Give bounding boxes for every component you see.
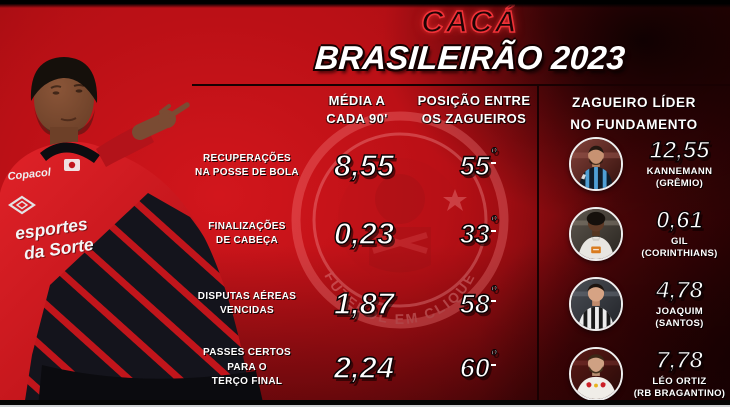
bottom-frame-bar — [0, 400, 730, 407]
stat-position-value: 58º — [420, 282, 536, 320]
player-photo: Copacol esportes da Sorte — [0, 57, 264, 407]
stat-label-line: DE CABEÇA — [215, 235, 279, 246]
leader-card-kannemann: 12,55 KANNEMANN (GRÊMIO) — [538, 136, 730, 192]
leader-name: KANNEMANN — [646, 166, 713, 177]
horizontal-divider — [192, 84, 730, 86]
leaders-panel-header: ZAGUEIRO LÍDER NO FUNDAMENTO — [543, 92, 725, 135]
stat-position-value: 55º — [420, 144, 536, 182]
column-header-media-line2: CADA 90' — [326, 110, 388, 126]
ordinal-suffix: º — [490, 346, 497, 366]
page-subtitle: BRASILEIRÃO 2023 — [313, 38, 627, 76]
leader-card-joaquim: 4,78 JOAQUIM (SANTOS) — [538, 276, 730, 332]
stat-position-number: 60 — [459, 352, 490, 383]
page-title: CACÁ — [420, 4, 519, 39]
stat-media-value: 8,55 — [333, 147, 395, 183]
stat-position-value: 33º — [420, 212, 536, 250]
leader-name: GIL — [670, 236, 689, 247]
leader-name: LÉO ORTIZ — [652, 376, 707, 387]
stats-row-passes: PASSES CERTOS PARA O TERÇO FINAL 2,24 60… — [186, 336, 536, 400]
leader-value: 7,78 — [655, 347, 703, 374]
stat-media-value: 0,23 — [333, 215, 395, 251]
leader-value: 4,78 — [655, 277, 703, 304]
kannemann-portrait — [569, 137, 623, 191]
column-header-position: POSIÇÃO ENTRE OS ZAGUEIROS — [410, 92, 538, 127]
stat-label: DISPUTAS AÉREAS VENCIDAS — [186, 290, 308, 319]
title-block: CACÁ BRASILEIRÃO 2023 — [210, 4, 730, 76]
vertical-divider — [537, 85, 539, 402]
leader-club: (GRÊMIO) — [655, 178, 704, 189]
copacol-sponsor-text: Copacol — [7, 166, 52, 183]
top-frame-bar — [0, 0, 730, 8]
leader-value: 0,61 — [655, 207, 703, 234]
stat-label: PASSES CERTOS PARA O TERÇO FINAL — [186, 346, 308, 390]
futebol-em-clique-watermark: FUTEBOL EM CLIQUE — [291, 111, 509, 329]
watermark-star-icon — [443, 189, 467, 211]
stat-label-line: NA POSSE DE BOLA — [195, 167, 299, 178]
leader-club: (RB BRAGANTINO) — [633, 388, 726, 399]
stat-label-line: PARA O — [227, 361, 267, 373]
player-shorts — [38, 365, 264, 407]
stat-label-line: RECUPERAÇÕES — [202, 152, 292, 164]
stat-media-value: 2,24 — [333, 349, 395, 385]
column-header-position-line1: POSIÇÃO ENTRE — [417, 93, 531, 108]
stat-label-line: FINALIZAÇÕES — [208, 220, 286, 232]
stat-position-number: 55 — [459, 150, 490, 181]
stat-position-value: 60º — [420, 346, 536, 384]
stats-row-disputas: DISPUTAS AÉREAS VENCIDAS 1,87 58º — [186, 278, 536, 330]
stat-position-number: 33 — [459, 218, 490, 249]
ordinal-suffix: º — [490, 282, 497, 302]
stat-position-number: 58 — [459, 288, 490, 319]
stat-media-value: 1,87 — [333, 285, 395, 321]
leader-value: 12,55 — [649, 137, 710, 164]
ordinal-suffix: º — [490, 212, 497, 232]
stat-label-line: VENCIDAS — [219, 305, 275, 316]
leader-club: (SANTOS) — [655, 318, 704, 329]
leo-ortiz-portrait — [569, 347, 623, 401]
pointing-finger — [167, 102, 190, 119]
gil-portrait — [569, 207, 623, 261]
stat-label-line: PASSES CERTOS — [203, 347, 291, 359]
column-header-media-line1: MÉDIA A — [328, 93, 386, 108]
leader-card-gil: 0,61 GIL (CORINTHIANS) — [538, 206, 730, 262]
leaders-header-line1: ZAGUEIRO LÍDER — [572, 95, 696, 110]
stat-label: FINALIZAÇÕES DE CABEÇA — [186, 220, 308, 249]
column-header-position-line2: OS ZAGUEIROS — [421, 110, 527, 126]
umbro-logo-icon — [8, 195, 36, 215]
stats-row-recuperacoes: RECUPERAÇÕES NA POSSE DE BOLA 8,55 55º — [186, 140, 536, 192]
stats-row-finalizacoes: FINALIZAÇÕES DE CABEÇA 0,23 33º — [186, 208, 536, 260]
stat-label: RECUPERAÇÕES NA POSSE DE BOLA — [186, 152, 308, 181]
leader-card-leo-ortiz: 7,78 LÉO ORTIZ (RB BRAGANTINO) — [538, 346, 730, 402]
stat-label-line: DISPUTAS AÉREAS — [197, 290, 297, 302]
joaquim-portrait — [569, 277, 623, 331]
column-header-media: MÉDIA A CADA 90' — [301, 92, 413, 127]
leader-club: (CORINTHIANS) — [641, 248, 718, 259]
stat-label-line: TERÇO FINAL — [211, 376, 283, 388]
ordinal-suffix: º — [490, 144, 497, 164]
leader-name: JOAQUIM — [655, 306, 704, 317]
leaders-header-line2: NO FUNDAMENTO — [570, 116, 698, 132]
